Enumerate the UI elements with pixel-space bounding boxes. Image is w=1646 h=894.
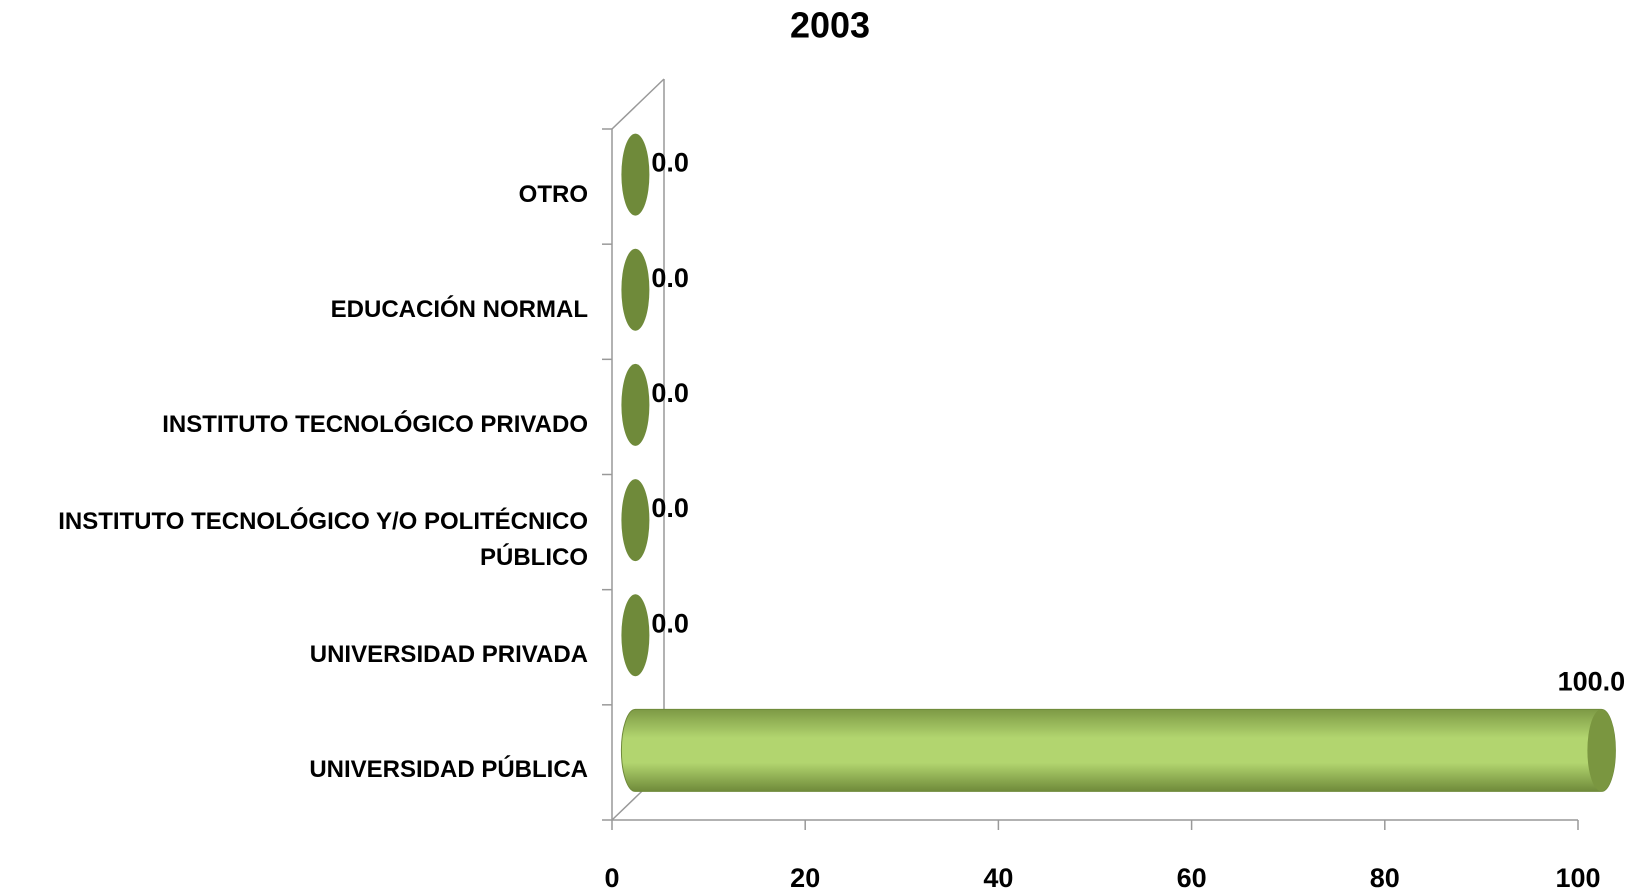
value-label: 0.0 — [651, 378, 689, 408]
x-tick-label: 100 — [1555, 863, 1600, 893]
value-label: 0.0 — [651, 493, 689, 523]
chart-title: 2003 — [790, 5, 870, 46]
bar — [620, 708, 1616, 792]
bar — [621, 594, 650, 677]
x-tick-label: 0 — [604, 863, 619, 893]
x-tick-label: 60 — [1177, 863, 1207, 893]
y-tick-label: INSTITUTO TECNOLÓGICO Y/O POLITÉCNICO PÚ… — [58, 508, 588, 572]
value-label: 100.0 — [1558, 667, 1626, 697]
x-tick-label: 80 — [1370, 863, 1400, 893]
back-wall — [611, 78, 665, 130]
y-tick-label: EDUCACIÓN NORMAL — [330, 295, 588, 323]
value-label: 0.0 — [651, 148, 689, 178]
y-tick-label: UNIVERSIDAD PRIVADA — [309, 641, 588, 669]
x-tick-label: 40 — [983, 863, 1013, 893]
y-tick-label: OTRO — [518, 180, 588, 208]
bar — [621, 133, 650, 216]
bar — [621, 363, 650, 446]
y-tick-label: INSTITUTO TECNOLÓGICO PRIVADO — [162, 410, 588, 438]
bar-cap — [1587, 709, 1616, 792]
value-label: 0.0 — [651, 608, 689, 638]
x-tick-label: 20 — [790, 863, 820, 893]
value-label: 0.0 — [651, 263, 689, 293]
y-tick-label: UNIVERSIDAD PÚBLICA — [309, 756, 588, 784]
bar — [621, 248, 650, 331]
bar — [621, 479, 650, 562]
